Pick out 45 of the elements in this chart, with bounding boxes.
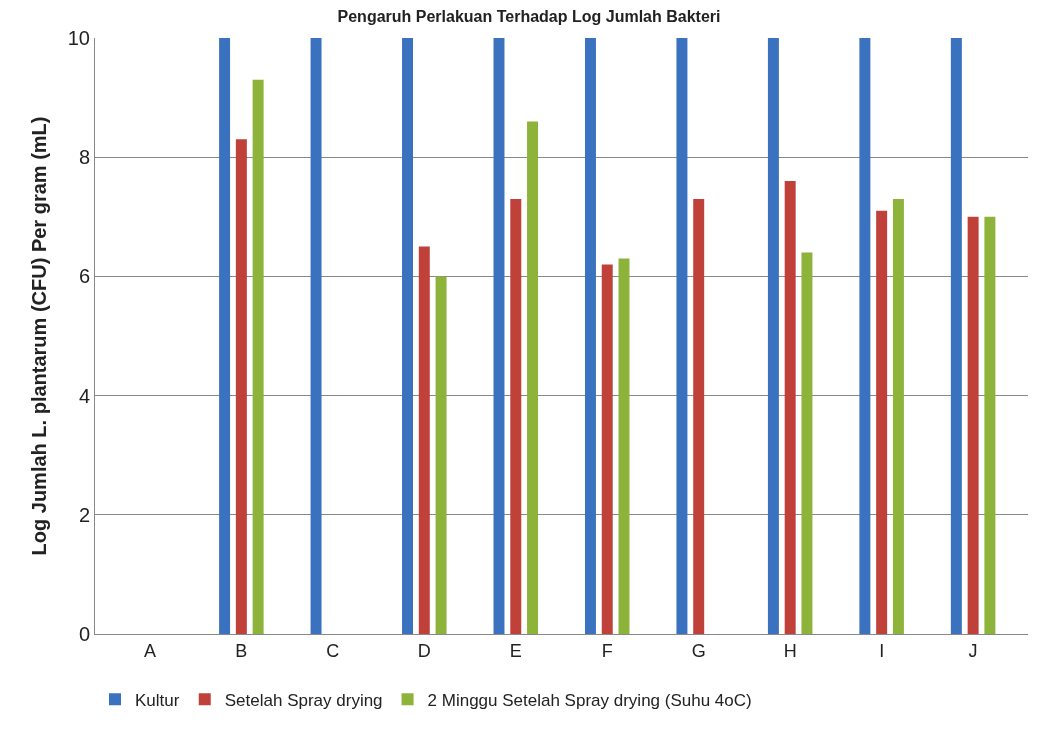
x-tick-label: I	[879, 640, 885, 661]
x-tick-label: C	[326, 640, 340, 661]
bar	[984, 216, 996, 634]
legend-label: Kultur	[135, 690, 180, 710]
bar	[950, 38, 962, 634]
x-tick-label: J	[968, 640, 978, 661]
x-tick-label: A	[143, 640, 156, 661]
y-tick-label: 0	[78, 623, 90, 645]
y-tick-label: 6	[78, 265, 90, 288]
bar	[510, 198, 522, 634]
x-tick-label: B	[235, 640, 248, 661]
bar	[967, 216, 979, 634]
y-tick-label: 10	[67, 27, 90, 49]
x-tick-label: E	[509, 640, 522, 661]
bar	[801, 252, 813, 634]
bar	[859, 38, 871, 634]
bar	[527, 121, 539, 634]
bar	[618, 258, 630, 634]
bar	[235, 139, 247, 634]
y-tick-label: 2	[78, 503, 90, 526]
x-tick-label: F	[601, 640, 613, 661]
bar	[876, 210, 888, 634]
chart-title: Pengaruh Perlakuan Terhadap Log Jumlah Bakteri	[337, 8, 721, 26]
bar	[767, 38, 779, 634]
legend-label: 2 Minggu Setelah Spray drying (Suhu 4oC)	[427, 690, 752, 710]
x-tick-label: G	[691, 640, 706, 661]
bar	[693, 198, 705, 634]
bar	[219, 38, 231, 634]
bar	[252, 79, 264, 634]
bar	[601, 264, 613, 634]
bar	[435, 276, 447, 634]
bar	[584, 38, 596, 634]
bar	[310, 38, 322, 634]
x-tick-label: D	[417, 640, 431, 661]
bar	[892, 198, 904, 634]
y-axis-title: Log Jumlah L. plantarum (CFU) Per gram (mL)	[28, 116, 51, 556]
bar	[493, 38, 505, 634]
y-tick-label: 8	[78, 146, 90, 169]
bar	[418, 246, 430, 634]
bar	[402, 38, 414, 634]
legend-label: Setelah Spray drying	[224, 690, 383, 710]
bar	[784, 181, 796, 634]
y-tick-label: 4	[78, 384, 90, 407]
x-tick-label: H	[783, 640, 797, 661]
bar	[676, 38, 688, 634]
